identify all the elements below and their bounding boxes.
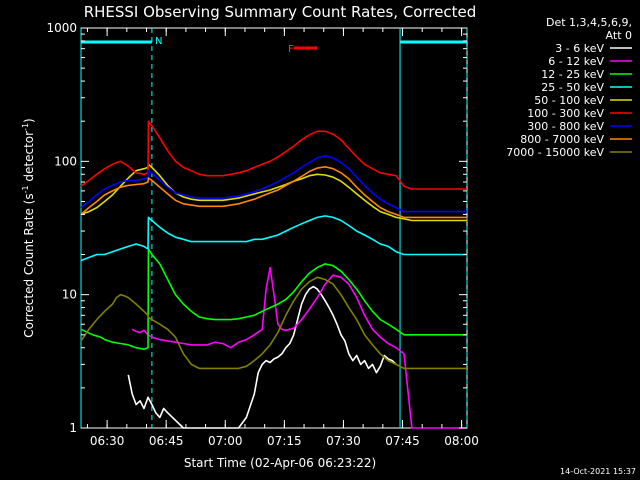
night-markers xyxy=(80,28,468,428)
x-tick-label-4: 07:30 xyxy=(326,434,361,448)
x-tick-label-0: 06:30 xyxy=(90,434,125,448)
y-axis-label-sup1: -1 xyxy=(21,185,30,193)
legend-title-2: Att 0 xyxy=(606,29,632,42)
x-tick-label-3: 07:15 xyxy=(267,434,302,448)
legend-title-1: Det 1,3,4,5,6,9, xyxy=(546,16,632,29)
legend-label-7: 800 - 7000 keV xyxy=(520,133,604,146)
x-tick-label-5: 07:45 xyxy=(385,434,420,448)
series-line-2 xyxy=(80,248,467,351)
y-tick-label-2: 100 xyxy=(54,154,77,168)
series-group xyxy=(80,120,467,429)
series-line-4 xyxy=(80,163,467,222)
y-tick-label-1: 10 xyxy=(62,288,77,302)
series-line-3 xyxy=(80,215,467,262)
y-axis-label-end: ) xyxy=(22,118,36,123)
legend-label-8: 7000 - 15000 keV xyxy=(506,146,604,159)
y-axis-label-sup2: -1 xyxy=(21,123,30,131)
x-axis-label: Start Time (02-Apr-06 06:23:22) xyxy=(184,456,376,470)
y-tick-label-3: 1000 xyxy=(46,21,77,35)
series-line-6 xyxy=(80,155,467,213)
x-tick-label-2: 07:00 xyxy=(208,434,243,448)
y-axis-label-mid: detector xyxy=(22,131,36,186)
legend-label-6: 300 - 800 keV xyxy=(527,120,604,133)
x-tick-label-1: 06:45 xyxy=(149,434,184,448)
legend-label-4: 50 - 100 keV xyxy=(534,94,604,107)
y-axis-label-main: Corrected Count Rate (s xyxy=(22,193,36,337)
x-tick-label-6: 08:00 xyxy=(444,434,479,448)
night-label: N xyxy=(155,36,162,47)
flare-label: F xyxy=(288,44,294,55)
legend-label-2: 12 - 25 keV xyxy=(541,68,604,81)
chart-title: RHESSI Observing Summary Count Rates, Co… xyxy=(84,3,477,21)
legend-label-0: 3 - 6 keV xyxy=(555,42,604,55)
legend-label-5: 100 - 300 keV xyxy=(527,107,604,120)
series-line-8 xyxy=(80,276,467,370)
legend-label-1: 6 - 12 keV xyxy=(548,55,604,68)
legend-label-3: 25 - 50 keV xyxy=(541,81,604,94)
series-line-5 xyxy=(80,120,467,190)
series-line-0 xyxy=(127,285,397,429)
series-line-7 xyxy=(80,166,467,219)
y-axis-label: Corrected Count Rate (s-1 detector-1) xyxy=(21,118,36,337)
y-tick-label-0: 1 xyxy=(69,421,77,435)
axes: 1 10 100 1000 06:30 06:45 07:00 07:15 07:30 07:45… xyxy=(46,21,478,448)
timestamp: 14-Oct-2021 15:37 xyxy=(560,467,636,476)
